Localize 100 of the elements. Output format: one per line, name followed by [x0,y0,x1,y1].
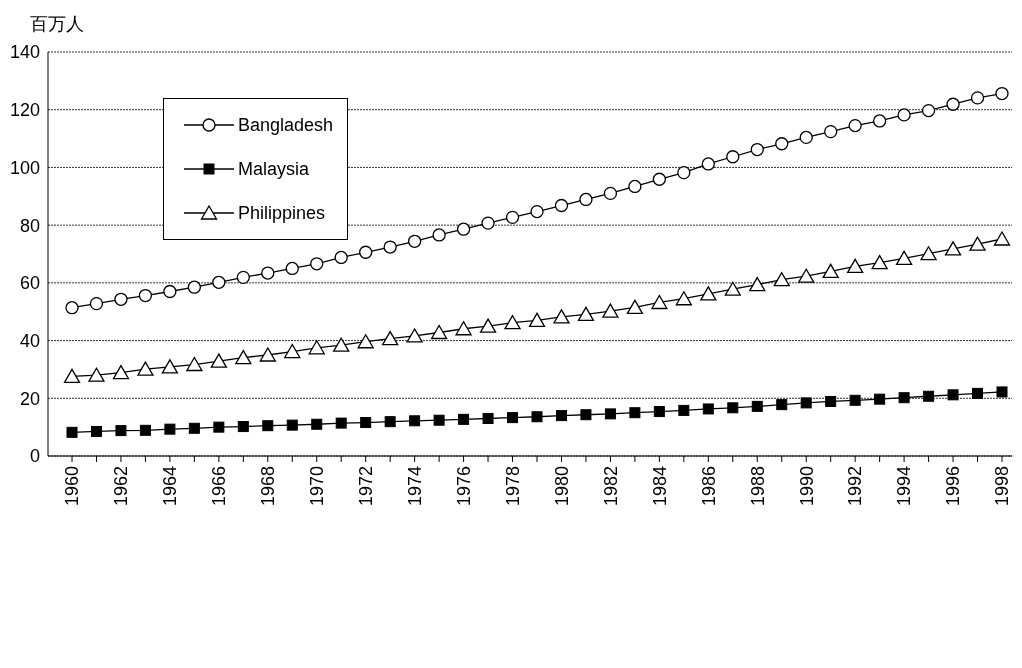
point [629,407,641,419]
point [139,424,151,436]
x-tick-label: 1992 [845,466,866,507]
point [970,91,985,105]
x-tick-label: 1962 [111,466,132,507]
point [407,234,422,248]
point [653,406,665,418]
legend-label: Bangladesh [238,114,334,136]
legend-label: Philippines [238,202,326,224]
point [727,402,739,414]
point [311,418,323,430]
point [530,204,544,219]
x-tick-label: 1966 [209,466,230,507]
point [871,255,888,270]
point [579,192,593,207]
point [701,157,715,171]
point [800,397,812,409]
point [65,301,79,315]
point [63,368,81,383]
point [285,261,299,276]
point [555,410,567,422]
point [164,423,176,435]
x-tick-label: 1970 [307,466,328,507]
x-tick-label: 1972 [355,466,376,507]
point [702,403,714,415]
point [284,343,301,359]
x-tick-label: 1988 [747,466,768,507]
point [138,288,153,303]
y-tick-label: 120 [9,100,40,121]
x-tick-label: 1984 [649,466,670,507]
point [237,421,249,433]
point [798,268,815,283]
point [432,228,446,242]
point [993,231,1011,246]
x-tick-label: 1974 [404,466,425,507]
point [359,245,373,259]
point [946,97,960,111]
point [88,367,105,382]
point [652,172,667,186]
point [335,417,347,429]
point [112,364,130,380]
point [261,266,275,280]
y-tick-label: 140 [9,42,40,63]
y-tick-label: 60 [19,273,40,294]
x-tick-label: 1994 [894,466,915,507]
point [481,216,495,230]
point [824,125,838,139]
x-tick-label: 1964 [160,466,181,507]
point [651,294,668,310]
point [751,400,763,412]
point [479,318,497,333]
point [507,412,519,424]
x-tick-label: 1990 [796,466,817,507]
point [775,137,789,151]
x-tick-label: 1978 [502,466,523,507]
point [895,250,913,265]
y-tick-label: 0 [29,446,40,467]
point [678,404,690,416]
point [186,356,203,372]
x-tick-label: 1996 [943,466,964,507]
point [528,312,546,328]
point [825,395,837,407]
point [384,416,396,428]
point [724,281,741,296]
point [504,315,521,330]
point [921,103,936,118]
point [455,321,472,336]
point [482,412,494,424]
point [920,246,937,261]
point [433,414,445,426]
point [115,425,127,437]
point [531,411,543,423]
point [626,299,644,315]
y-tick-label: 80 [19,215,40,236]
point [822,263,839,278]
point [456,222,471,236]
point [750,142,764,157]
point [972,387,984,399]
point [872,114,887,128]
point [236,270,250,285]
point [898,392,910,404]
point [334,250,348,265]
point [210,353,227,368]
point [749,276,766,292]
point [235,349,252,365]
point [577,306,595,321]
point [458,413,470,425]
point [675,291,692,306]
y-tick-label: 20 [19,388,40,409]
point [923,390,935,402]
point [553,309,570,324]
point [874,393,886,405]
point [628,179,642,194]
point [700,286,717,301]
point [163,284,177,299]
point [90,425,102,437]
point [430,324,448,340]
x-tick-label: 1986 [698,466,719,507]
y-axis-title: 百万人 [30,12,84,36]
point [677,165,691,180]
